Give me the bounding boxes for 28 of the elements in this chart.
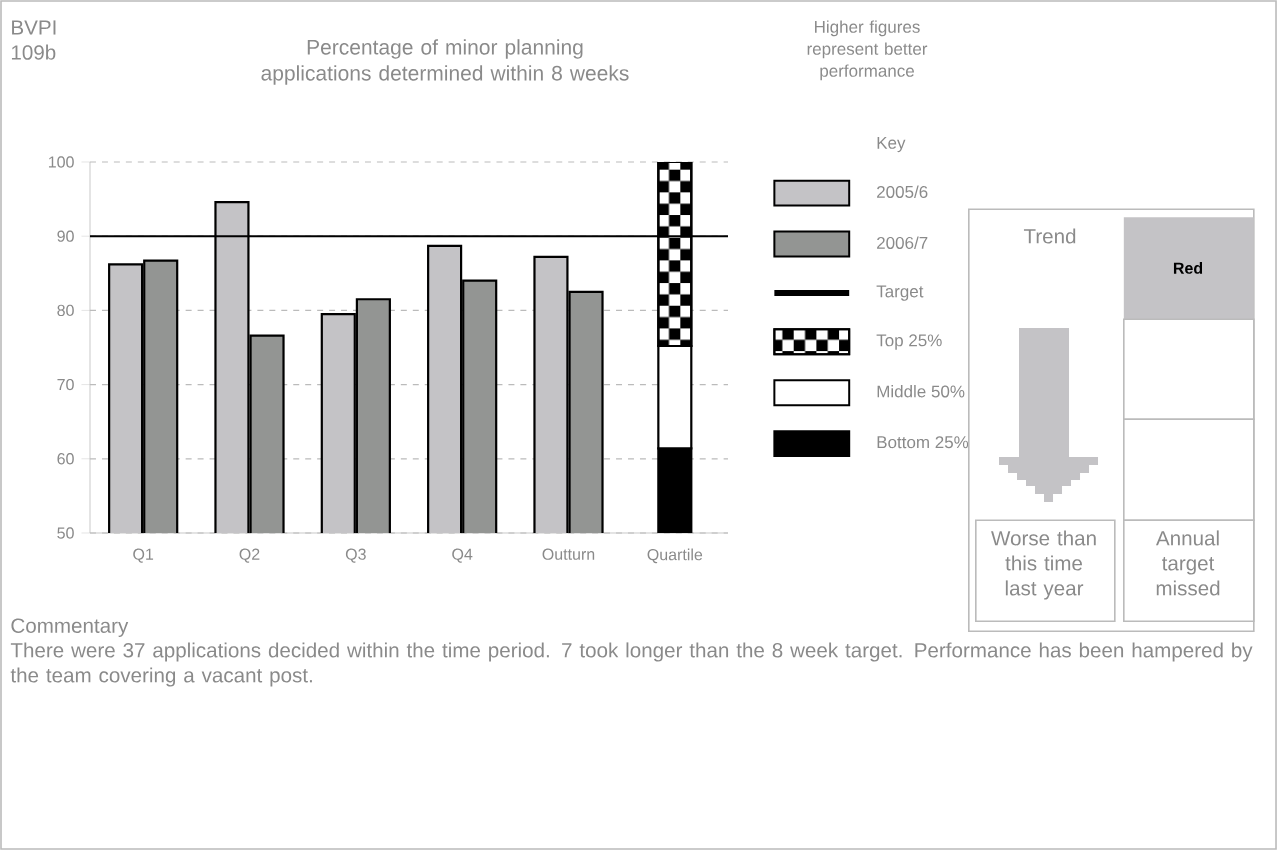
legend-label: 2005/6 [877, 185, 928, 198]
x-tick-label: Quartile [647, 548, 703, 564]
x-tick-label: Q2 [239, 548, 260, 563]
legend-label: 2006/7 [877, 236, 928, 249]
text: Annual target missed [1155, 530, 1220, 596]
y-tick-label: 60 [57, 453, 74, 465]
text: Trend [1023, 228, 1076, 244]
legend-label: Top 25% [876, 334, 942, 350]
legend-label: Bottom 25% [877, 436, 969, 449]
text: There were 37 applications decided within the time period. 7 took longer than the 8 week target. Performance has been hampered by the team covering a vacant post. [10, 642, 1253, 687]
y-tick-label: 70 [57, 378, 74, 391]
chart-title: Percentage of minor planning applications determined within 8 weeks [261, 39, 629, 85]
text: Higher figures represent better performance [807, 20, 928, 81]
y-tick-label: 80 [57, 304, 74, 317]
y-tick-label: 90 [57, 230, 74, 242]
y-tick-label: 50 [57, 527, 74, 539]
legend-title: Key [877, 136, 906, 153]
x-tick-label: Outturn [542, 548, 595, 560]
text: Commentary [11, 618, 129, 638]
x-tick-label: Q1 [133, 548, 154, 563]
text: Worse than this time last year [991, 530, 1096, 600]
legend-label: Target [876, 285, 924, 301]
y-tick-label: 100 [48, 156, 74, 168]
legend-label: Middle 50% [877, 385, 965, 398]
x-tick-label: Q4 [452, 548, 473, 563]
text: BVPI 109b [11, 20, 56, 60]
text: Red [1173, 262, 1203, 274]
x-tick-label: Q3 [345, 548, 366, 563]
